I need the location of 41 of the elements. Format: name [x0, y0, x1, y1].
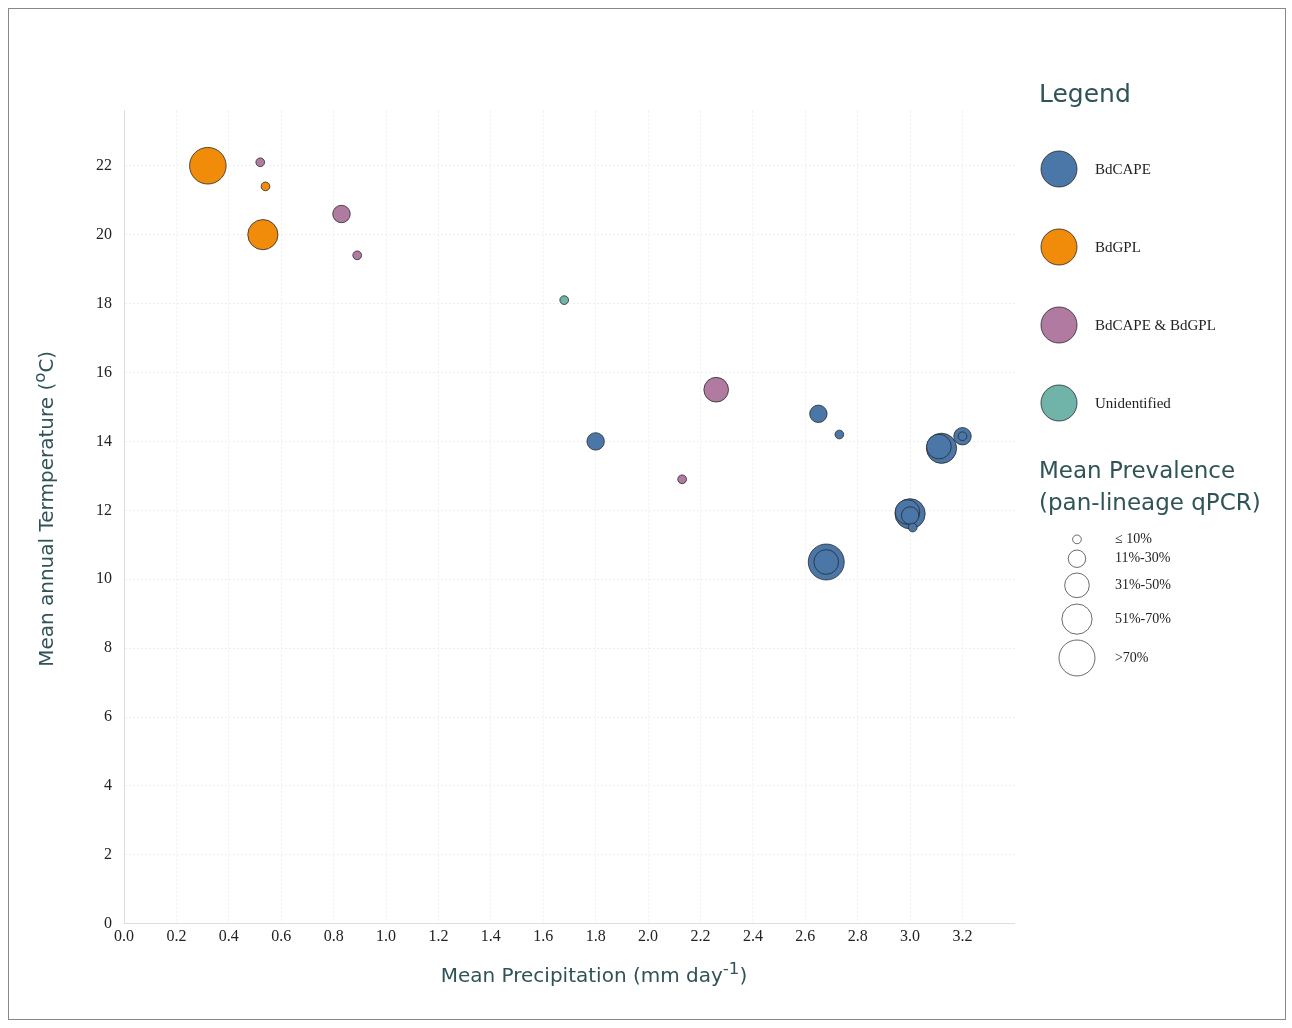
- y-tick-label: 20: [96, 224, 112, 242]
- x-tick-label: 0.6: [271, 926, 292, 944]
- legend-label: ≤ 10%: [1114, 531, 1152, 548]
- x-tick-label: 2.2: [690, 926, 711, 944]
- y-tick-label: 22: [96, 155, 112, 173]
- legend-label: BdCAPE: [1095, 160, 1151, 178]
- x-tick-label: 1.0: [376, 926, 397, 944]
- x-tick-label: 0.0: [114, 926, 134, 944]
- y-tick-label: 10: [96, 569, 112, 587]
- legend-title: Legend: [1039, 79, 1132, 108]
- legend-label: 11%-30%: [1114, 550, 1171, 567]
- x-tick-label: 0.4: [218, 926, 239, 944]
- x-tick-label: 3.2: [952, 926, 973, 944]
- x-tick-label: 2.4: [742, 926, 763, 944]
- x-tick-label: 1.2: [428, 926, 449, 944]
- x-tick-label: 2.0: [638, 926, 659, 944]
- legend-label: Unidentified: [1095, 394, 1171, 412]
- legend-label: 31%-50%: [1114, 577, 1171, 594]
- x-tick-label: 0.8: [323, 926, 344, 944]
- y-tick-label: 8: [104, 638, 112, 656]
- y-tick-label: 18: [96, 293, 112, 311]
- x-tick-label: 0.2: [166, 926, 187, 944]
- x-tick-label: 1.6: [533, 926, 554, 944]
- x-tick-label: 3.0: [900, 926, 921, 944]
- x-axis-title: Mean Precipitation (mm day$^{-1}$): [439, 959, 749, 987]
- legend-label: BdCAPE & BdGPL: [1095, 316, 1216, 334]
- text: Mean Prevalence (pan-lineage qPCR): [1039, 456, 1262, 517]
- x-tick-label: 1.4: [480, 926, 501, 944]
- y-tick-label: 14: [96, 431, 112, 449]
- y-tick-label: 0: [104, 914, 112, 931]
- x-tick-label: 1.8: [585, 926, 606, 944]
- legend-label: >70%: [1114, 649, 1149, 666]
- y-tick-label: 2: [104, 845, 112, 863]
- legend-label: 51%-70%: [1114, 610, 1171, 627]
- y-tick-label: 12: [96, 500, 112, 518]
- y-tick-label: 6: [104, 707, 112, 725]
- x-tick-label: 2.6: [795, 926, 816, 944]
- legend-label: BdGPL: [1095, 238, 1141, 256]
- y-tick-label: 16: [96, 362, 112, 380]
- x-tick-label: 2.8: [847, 926, 868, 944]
- y-tick-label: 4: [104, 776, 112, 794]
